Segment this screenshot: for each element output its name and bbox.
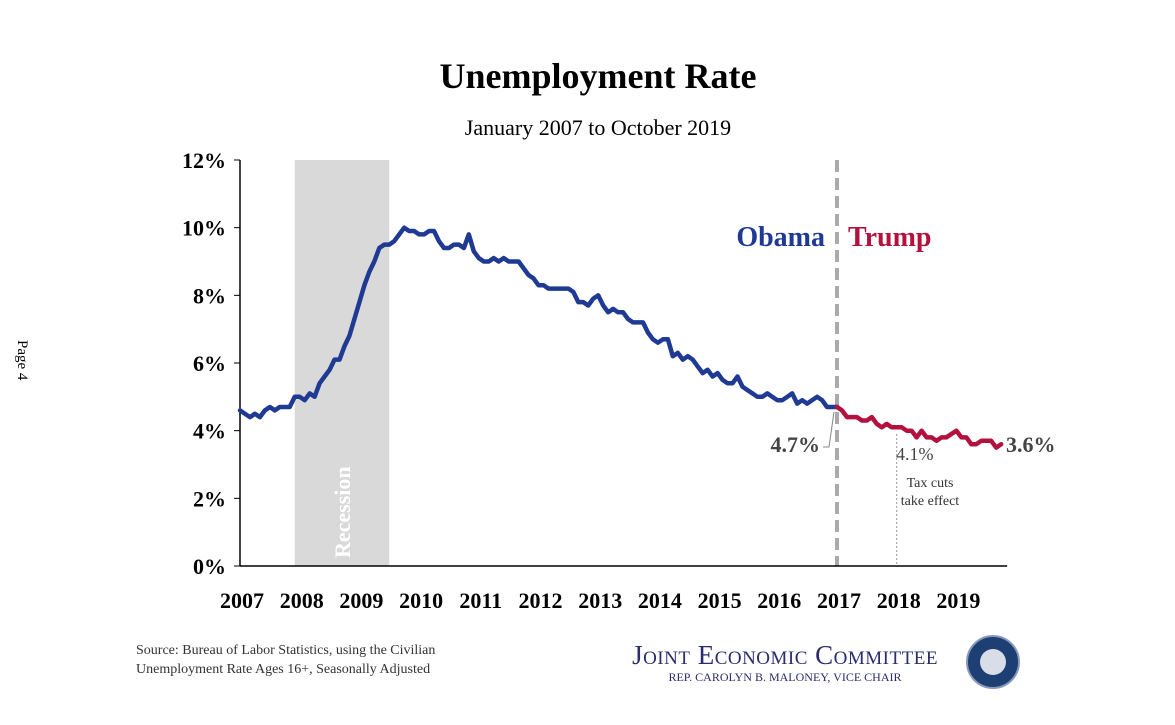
y-tick-label: 12% (182, 148, 226, 173)
annotation-tax-value: 4.1% (896, 444, 934, 464)
x-tick-label: 2017 (817, 588, 861, 613)
x-tick-label: 2016 (757, 588, 801, 613)
chart-title: Unemployment Rate (440, 56, 757, 96)
annotation-end-value: 3.6% (1006, 432, 1056, 457)
tax-cuts-label-2: take effect (901, 494, 960, 509)
legend-obama: Obama (736, 222, 825, 253)
x-tick-label: 2014 (638, 588, 682, 613)
chart-subtitle: January 2007 to October 2019 (465, 115, 731, 140)
congress-seal-logo (966, 635, 1020, 689)
jec-title: Joint Economic Committee (632, 640, 938, 670)
tax-cuts-label-1: Tax cuts (907, 476, 954, 491)
x-tick-label: 2012 (519, 588, 563, 613)
source-line-2: Unemployment Rate Ages 16+, Seasonally A… (136, 662, 431, 677)
x-tick-label: 2019 (936, 588, 980, 613)
x-tick-label: 2009 (339, 588, 383, 613)
jec-subtitle: REP. CAROLYN B. MALONEY, VICE CHAIR (668, 670, 902, 684)
x-tick-label: 2011 (459, 588, 502, 613)
legend-trump: Trump (848, 222, 932, 253)
x-tick-label: 2015 (698, 588, 742, 613)
x-tick-label: 2018 (877, 588, 921, 613)
series-line-trump (834, 404, 1004, 450)
x-tick-label: 2010 (399, 588, 443, 613)
series-line-obama (237, 225, 840, 420)
y-tick-label: 10% (182, 216, 226, 241)
annotation-leader (823, 411, 835, 448)
recession-shading (294, 160, 390, 566)
source-note: Source: Bureau of Labor Statistics, usin… (136, 641, 435, 679)
x-tick-label: 2007 (220, 588, 264, 613)
x-tick-label: 2013 (578, 588, 622, 613)
y-tick-label: 6% (193, 351, 226, 376)
annotation-start-value: 4.7% (771, 432, 821, 457)
y-tick-label: 0% (193, 554, 226, 579)
x-tick-label: 2008 (280, 588, 324, 613)
y-tick-label: 8% (193, 283, 226, 308)
y-tick-label: 4% (193, 419, 226, 444)
recession-label: Recession (330, 466, 355, 558)
source-line-1: Source: Bureau of Labor Statistics, usin… (136, 643, 436, 658)
jec-branding: Joint Economic Committee REP. CAROLYN B.… (615, 640, 955, 684)
page-number: Page 4 (14, 340, 30, 381)
y-tick-label: 2% (193, 486, 226, 511)
